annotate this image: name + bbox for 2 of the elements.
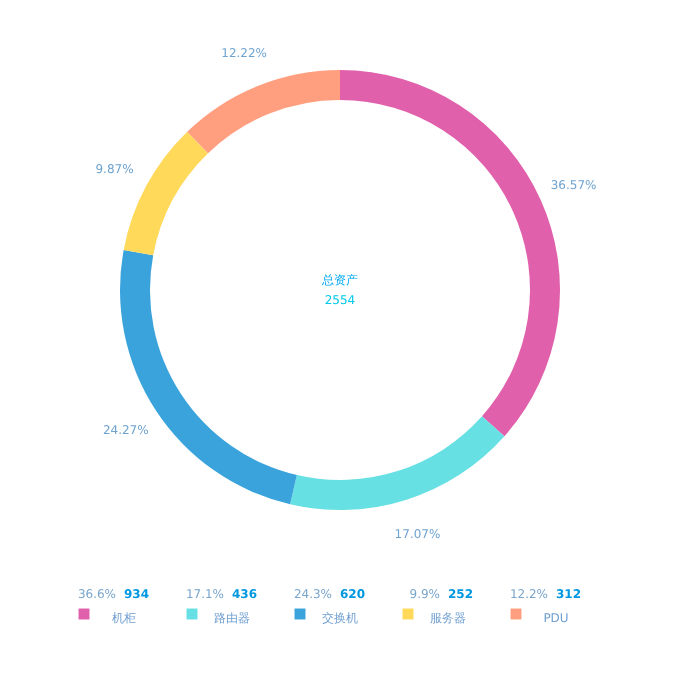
donut-slice (187, 70, 340, 154)
donut-slice (290, 416, 505, 510)
